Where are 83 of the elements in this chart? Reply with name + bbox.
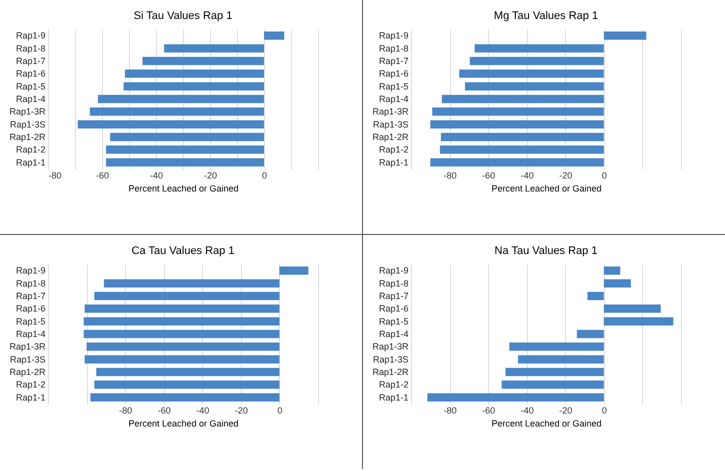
x-tick-label: -80: [119, 406, 132, 416]
bar: [576, 330, 604, 338]
y-tick-label: Rap1-8: [16, 43, 46, 54]
bar: [604, 266, 620, 275]
y-tick-label: Rap1-2R: [9, 132, 46, 142]
y-tick-label: Rap1-3R: [9, 342, 46, 352]
x-tick-label: -80: [48, 170, 62, 180]
x-axis-title: Percent Leached or Gained: [491, 184, 602, 194]
y-tick-label: Rap1-1: [16, 157, 46, 168]
bar: [506, 368, 604, 376]
x-tick-label: -40: [150, 170, 164, 180]
y-tick-label: Rap1-2: [16, 380, 46, 390]
chart-title: Na Tau Values Rap 1: [494, 245, 598, 257]
x-tick-label: -60: [96, 170, 110, 180]
y-tick-label: Rap1-3S: [372, 354, 408, 364]
x-tick-label: -60: [482, 406, 496, 416]
y-tick-label: Rap1-6: [378, 68, 408, 79]
y-tick-label: Rap1-7: [16, 56, 46, 66]
y-tick-label: Rap1-7: [378, 56, 408, 66]
x-tick-label: -80: [444, 406, 457, 416]
y-tick-label: Rap1-5: [16, 81, 46, 92]
y-tick-label: Rap1-4: [16, 329, 46, 339]
bar: [427, 393, 604, 402]
y-tick-label: Rap1-8: [378, 278, 408, 288]
y-tick-label: Rap1-1: [378, 392, 408, 402]
y-tick-label: Rap1-9: [16, 266, 46, 276]
x-axis-title: Percent Leached or Gained: [491, 418, 602, 428]
x-tick-label: 0: [262, 170, 268, 180]
x-tick-label: 0: [602, 406, 607, 416]
bar: [604, 317, 674, 326]
y-tick-label: Rap1-4: [378, 94, 408, 104]
y-tick-label: Rap1-6: [16, 68, 46, 79]
y-tick-label: Rap1-8: [378, 43, 408, 54]
y-tick-label: Rap1-9: [16, 30, 46, 41]
x-tick-label: -40: [196, 406, 210, 416]
y-tick-label: Rap1-6: [16, 304, 46, 314]
x-tick-label: -20: [559, 170, 572, 180]
y-tick-label: Rap1-5: [16, 316, 46, 326]
y-tick-label: Rap1-1: [16, 392, 46, 402]
y-tick-label: Rap1-8: [16, 278, 46, 288]
y-tick-label: Rap1-2R: [9, 367, 46, 378]
y-tick-label: Rap1-3S: [10, 119, 46, 130]
y-tick-label: Rap1-5: [378, 316, 408, 326]
y-tick-label: Rap1-3R: [372, 106, 409, 117]
x-tick-label: -80: [444, 170, 457, 180]
bar: [604, 304, 661, 313]
x-tick-label: -20: [559, 406, 572, 416]
x-axis-title: Percent Leached or Gained: [128, 184, 239, 194]
y-tick-label: Rap1-4: [16, 94, 46, 104]
y-tick-label: Rap1-3R: [9, 106, 46, 117]
x-tick-label: -60: [158, 406, 171, 416]
y-tick-label: Rap1-2: [378, 380, 408, 390]
y-tick-label: Rap1-4: [378, 329, 408, 339]
y-tick-label: Rap1-3S: [10, 354, 46, 364]
x-tick-label: -20: [204, 170, 218, 180]
y-tick-label: Rap1-5: [378, 81, 408, 92]
y-tick-label: Rap1-9: [378, 266, 408, 276]
y-tick-label: Rap1-7: [16, 290, 46, 301]
chart-title: Ca Tau Values Rap 1: [132, 245, 234, 257]
y-tick-label: Rap1-2R: [372, 132, 409, 142]
bar: [604, 279, 631, 288]
y-tick-label: Rap1-2R: [372, 367, 409, 378]
y-tick-label: Rap1-2: [16, 144, 46, 155]
bar: [502, 380, 604, 389]
y-tick-label: Rap1-6: [378, 304, 408, 314]
x-axis-title: Percent Leached or Gained: [128, 418, 239, 428]
x-tick-label: -40: [520, 170, 534, 180]
x-tick-label: 0: [277, 406, 282, 416]
bar: [587, 292, 604, 300]
x-tick-label: -60: [482, 170, 496, 180]
y-tick-label: Rap1-7: [378, 290, 408, 301]
bar: [518, 355, 604, 364]
y-tick-label: Rap1-2: [378, 144, 408, 155]
bar: [509, 342, 604, 351]
chart-title: Si Tau Values Rap 1: [134, 10, 232, 22]
y-tick-label: Rap1-3S: [372, 119, 408, 130]
x-tick-label: -40: [520, 406, 534, 416]
y-tick-label: Rap1-3R: [372, 342, 409, 352]
chart-title: Mg Tau Values Rap 1: [494, 10, 598, 22]
y-tick-label: Rap1-9: [378, 30, 408, 41]
y-tick-label: Rap1-1: [378, 157, 408, 168]
x-tick-label: 0: [602, 170, 607, 180]
x-tick-label: -20: [234, 406, 248, 416]
